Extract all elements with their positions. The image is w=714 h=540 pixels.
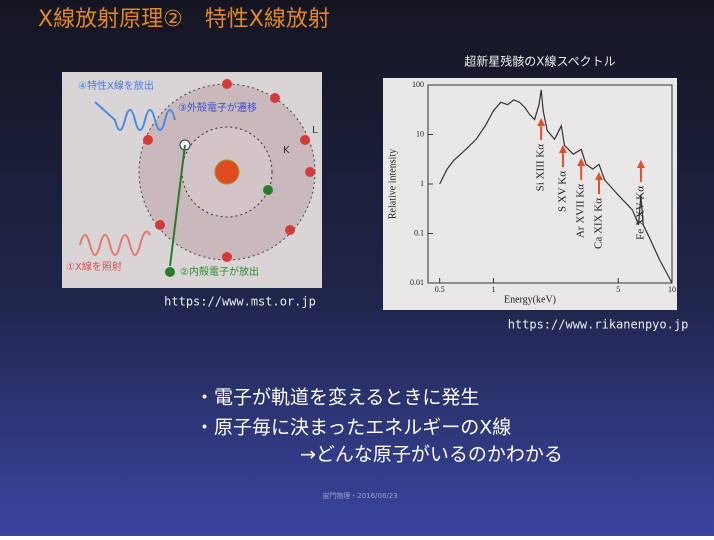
label-l: L bbox=[312, 125, 318, 136]
label-k: K bbox=[283, 145, 290, 156]
y-tick-label: 10 bbox=[416, 129, 424, 138]
ejection-arrow bbox=[169, 144, 186, 267]
spectrum-line bbox=[439, 89, 673, 284]
y-tick-label: 0.01 bbox=[410, 278, 424, 287]
annotation-label: Fe XXV Kα bbox=[634, 186, 646, 240]
annotation-label: Ca XIX Kα bbox=[593, 198, 605, 249]
annotation-arrow bbox=[537, 118, 546, 140]
label-emit: ④特性X線を放出 bbox=[78, 79, 154, 92]
spectrum-figure bbox=[383, 78, 677, 310]
footer: 宙門物理・2016/06/23 bbox=[322, 491, 397, 500]
annotation-arrow bbox=[636, 160, 645, 182]
nucleus bbox=[214, 159, 240, 185]
annotation-arrow bbox=[577, 158, 586, 180]
x-tick-label: 10 bbox=[668, 285, 676, 294]
y-axis-label: Relative intensity bbox=[387, 149, 398, 219]
chart-title: 超新星残骸のX線スペクトル bbox=[464, 54, 615, 69]
incident-wave bbox=[79, 230, 151, 256]
y-tick-label: 0.1 bbox=[414, 228, 424, 237]
annotation-arrow bbox=[594, 172, 603, 194]
annotation-label: S XV Kα bbox=[556, 171, 568, 212]
x-tick-label: 5 bbox=[616, 285, 620, 294]
source-left: https://www.mst.or.jp bbox=[164, 295, 316, 309]
source-right: https://www.rikanenpyo.jp bbox=[508, 318, 689, 332]
x-axis-label: Energy(keV) bbox=[504, 294, 556, 305]
bullet: →どんな原子がいるのかわかる bbox=[300, 444, 563, 466]
electrons bbox=[143, 79, 315, 262]
plot: 0.01 0.1 1 10 100 0.5 1 5 10 Si XIII Kα S XV Kα Ar … bbox=[410, 80, 676, 294]
y-tick-label: 1 bbox=[420, 179, 424, 188]
bullet: ・原子毎に決まったエネルギーのX線 bbox=[195, 417, 511, 439]
k-electron bbox=[263, 185, 273, 195]
slide-title: X線放射原理② 特性X線放射 bbox=[38, 7, 330, 32]
bullet: ・電子が軌道を変えるときに発生 bbox=[195, 387, 479, 409]
x-tick-label: 0.5 bbox=[435, 285, 445, 294]
ejected-electron bbox=[165, 267, 175, 277]
label-eject: ②内殻電子が放出 bbox=[180, 265, 259, 278]
annotation-label: Ar XVII Kα bbox=[575, 184, 587, 238]
annotation-arrow bbox=[558, 145, 567, 167]
emitted-wave bbox=[94, 101, 176, 131]
y-tick-label: 100 bbox=[412, 80, 424, 89]
label-transition: ③外殻電子が遷移 bbox=[178, 101, 257, 114]
label-irradiate: ①X線を照射 bbox=[66, 260, 122, 273]
annotation-label: Si XIII Kα bbox=[535, 144, 547, 192]
x-tick-label: 1 bbox=[491, 285, 495, 294]
